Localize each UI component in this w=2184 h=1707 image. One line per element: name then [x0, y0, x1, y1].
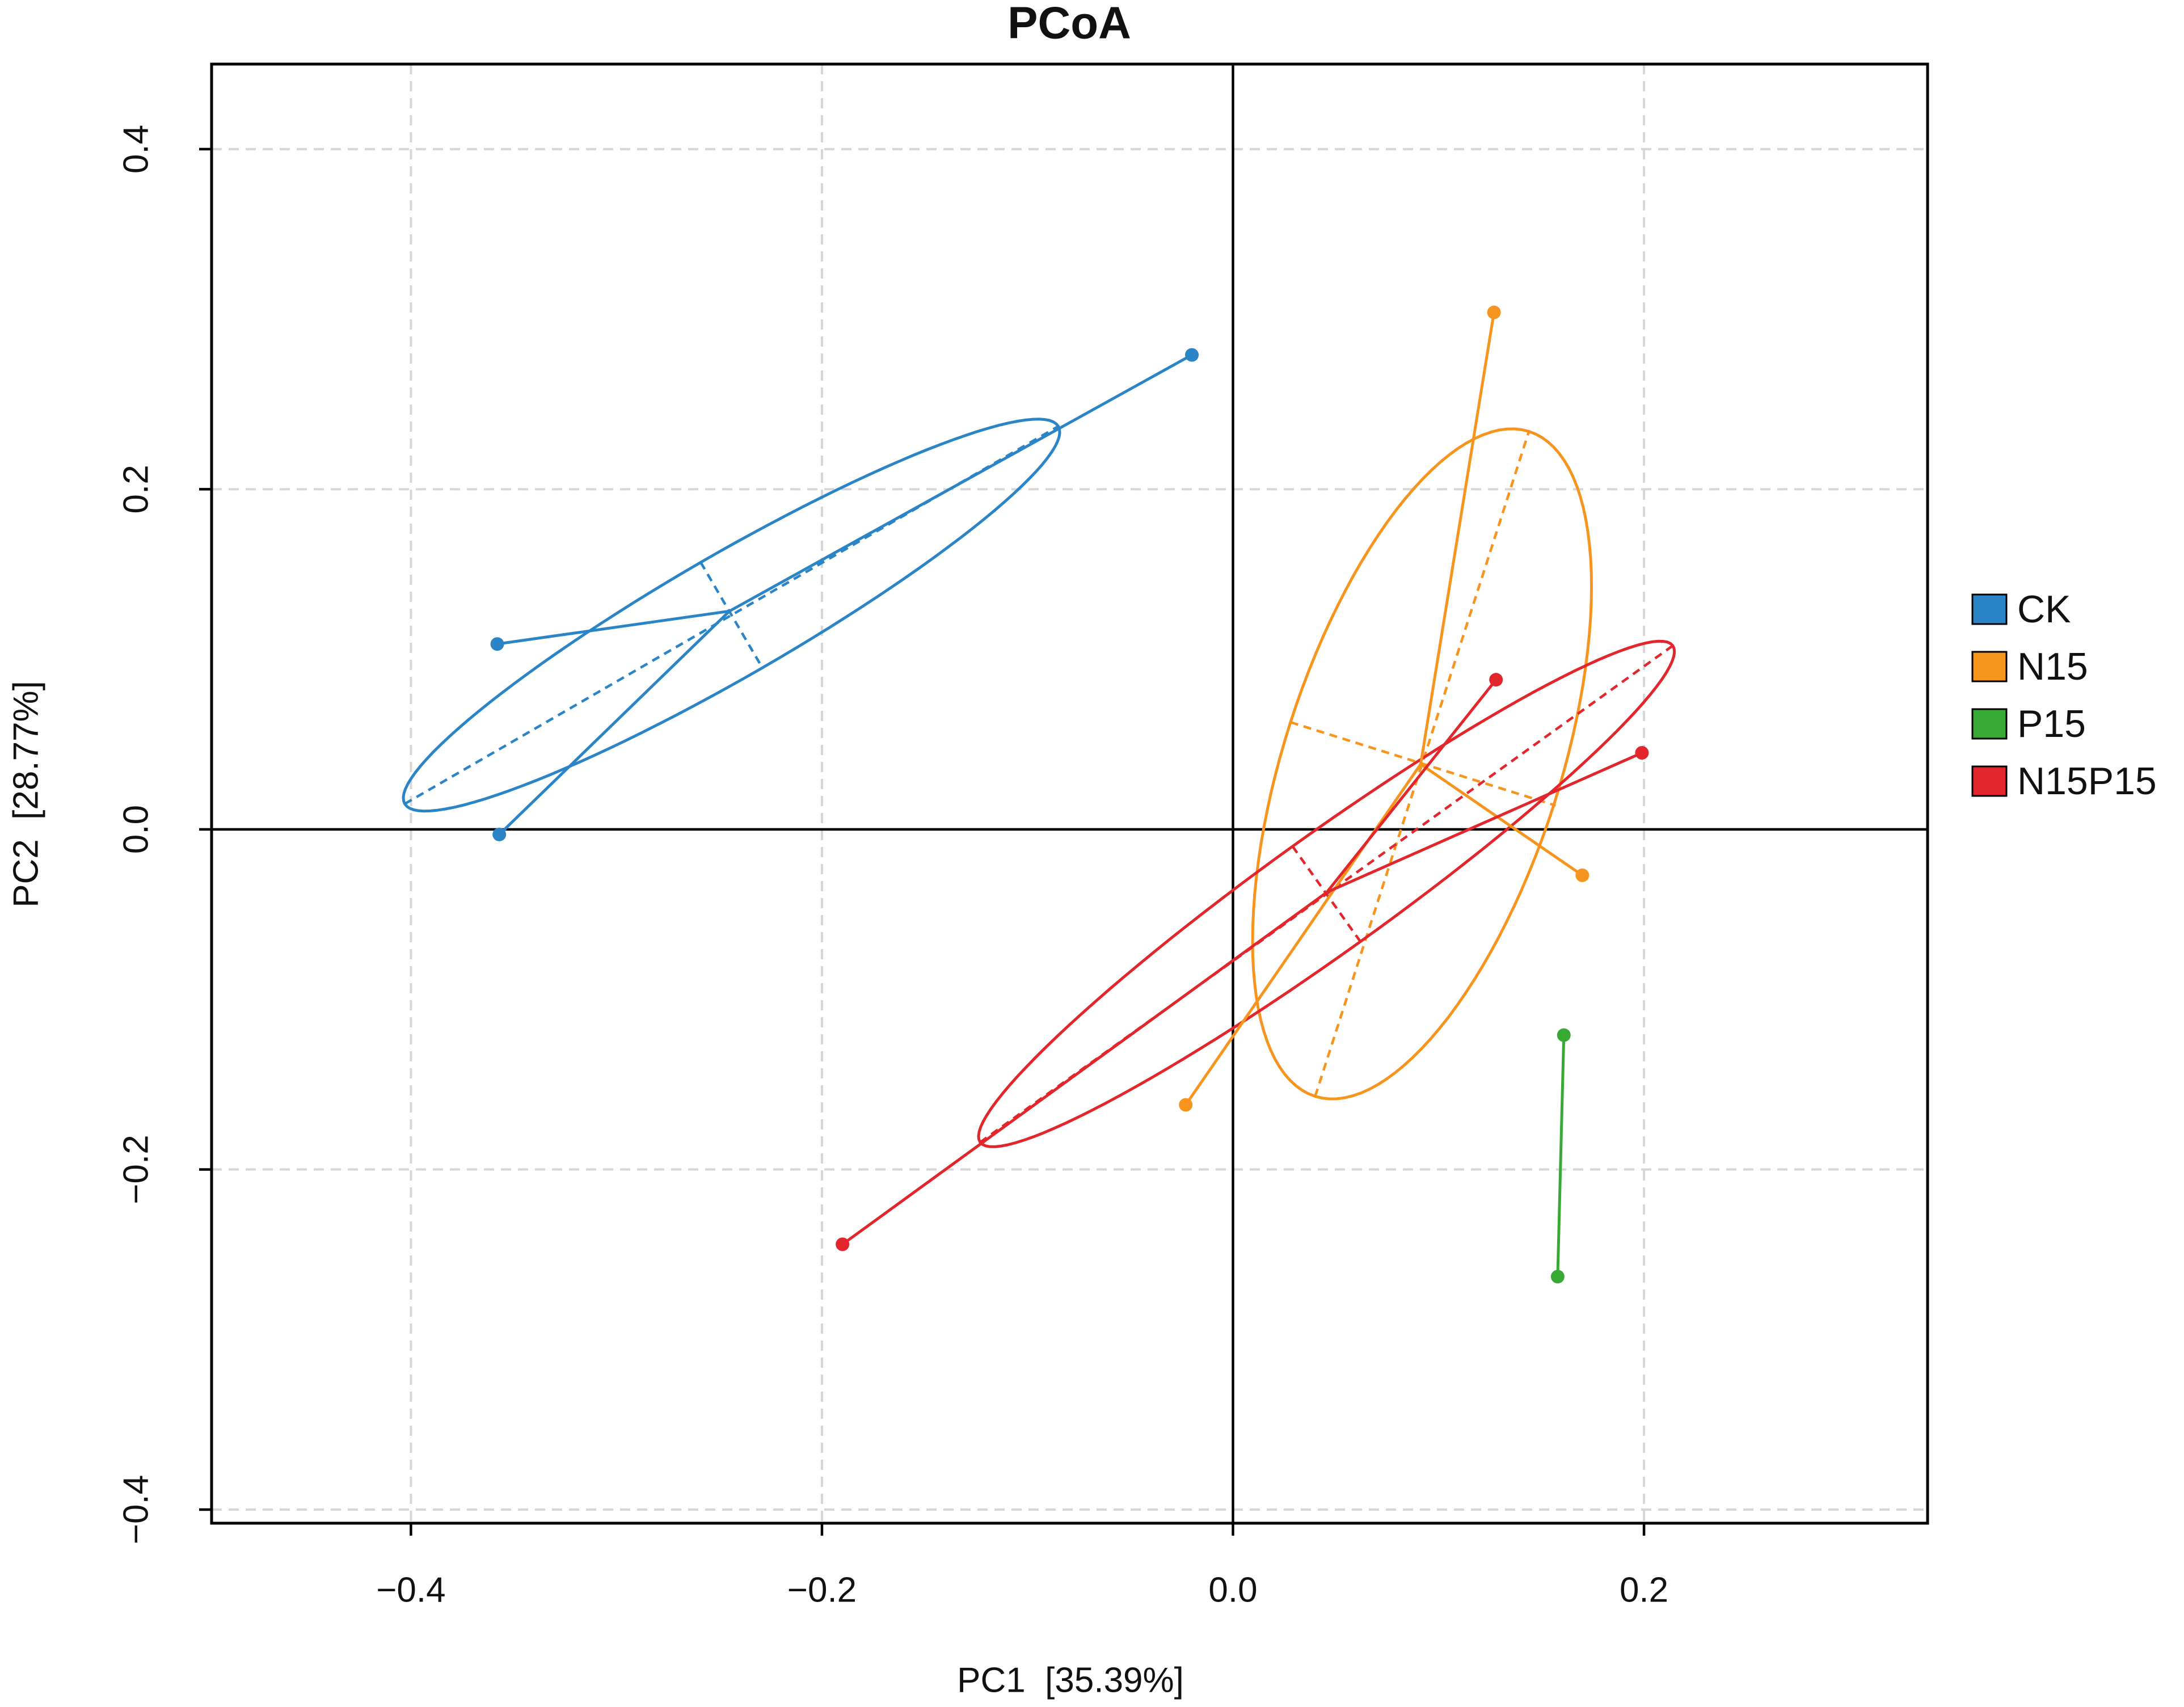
y-tick-label: −0.4 — [117, 1475, 156, 1544]
legend-label-p15: P15 — [2017, 702, 2086, 745]
data-point-n15p15-2 — [1635, 746, 1649, 760]
y-tick-label: −0.2 — [117, 1135, 156, 1204]
axes: −0.4 −0.2 0.0 0.2 0.4 0.2 0.0 −0.2 −0.4 — [117, 62, 1929, 1610]
centroid-line-n15 — [1419, 762, 1583, 876]
legend-swatch-n15 — [1971, 651, 2008, 682]
x-axis-title: PC1 [35.39%] — [957, 1661, 1184, 1700]
centroid-line-ck — [497, 609, 730, 646]
centroid-line-n15p15 — [1326, 751, 1643, 894]
centroid-line-n15 — [1419, 312, 1496, 765]
data-point-ck-2 — [490, 637, 504, 651]
data-point-ck-1 — [1185, 348, 1199, 362]
x-tick-label: 0.0 — [1208, 1571, 1257, 1610]
data-point-p15-1 — [1557, 1028, 1571, 1042]
y-tick-label: 0.0 — [117, 805, 156, 854]
y-axis-title: PC2 [28.77%] — [7, 681, 46, 908]
data-point-n15-1 — [1487, 305, 1501, 319]
legend-label-ck: CK — [2017, 588, 2071, 631]
ellipse-minor-axis-n15 — [1290, 720, 1556, 807]
centroid-line-ck — [498, 610, 731, 836]
data-point-n15p15-3 — [836, 1237, 850, 1251]
data-point-p15-2 — [1550, 1270, 1565, 1284]
y-tick-label: 0.4 — [117, 125, 156, 174]
legend-swatch-n15p15 — [1971, 765, 2008, 797]
x-tick-label: −0.4 — [376, 1571, 445, 1610]
centroid-line-n15 — [1184, 763, 1422, 1106]
y-tick-label: 0.2 — [117, 465, 156, 513]
data-point-n15-2 — [1575, 868, 1589, 882]
legend-swatch-p15 — [1971, 708, 2008, 740]
legend-swatch-ck — [1971, 593, 2008, 625]
ellipse-minor-axis-ck — [699, 562, 764, 669]
centroid-line-p15 — [1556, 1156, 1562, 1277]
centroid-lines — [497, 312, 1643, 1277]
centroid-line-n15p15 — [1325, 678, 1498, 893]
centroid-line-p15 — [1559, 1035, 1566, 1156]
data-point-ck-3 — [492, 827, 507, 841]
plot-frame — [210, 62, 1929, 1525]
ellipse-n15 — [1251, 427, 1593, 1101]
data-point-n15p15-1 — [1489, 673, 1503, 687]
data-points — [490, 305, 1649, 1284]
data-point-n15-3 — [1179, 1098, 1193, 1112]
legend-label-n15: N15 — [2017, 645, 2088, 688]
reference-lines — [212, 64, 1928, 1523]
centroid-line-n15p15 — [841, 891, 1328, 1246]
ellipse-major-axis-n15 — [1314, 431, 1531, 1097]
chart-title: PCoA — [1007, 0, 1131, 48]
x-tick-label: 0.2 — [1620, 1571, 1668, 1610]
centroid-line-ck — [728, 353, 1193, 613]
confidence-ellipses — [402, 418, 1676, 1148]
legend-label-n15p15: N15P15 — [2017, 760, 2157, 803]
ellipse-ck — [402, 418, 1061, 813]
grid-lines — [212, 64, 1928, 1523]
x-tick-label: −0.2 — [787, 1571, 857, 1610]
